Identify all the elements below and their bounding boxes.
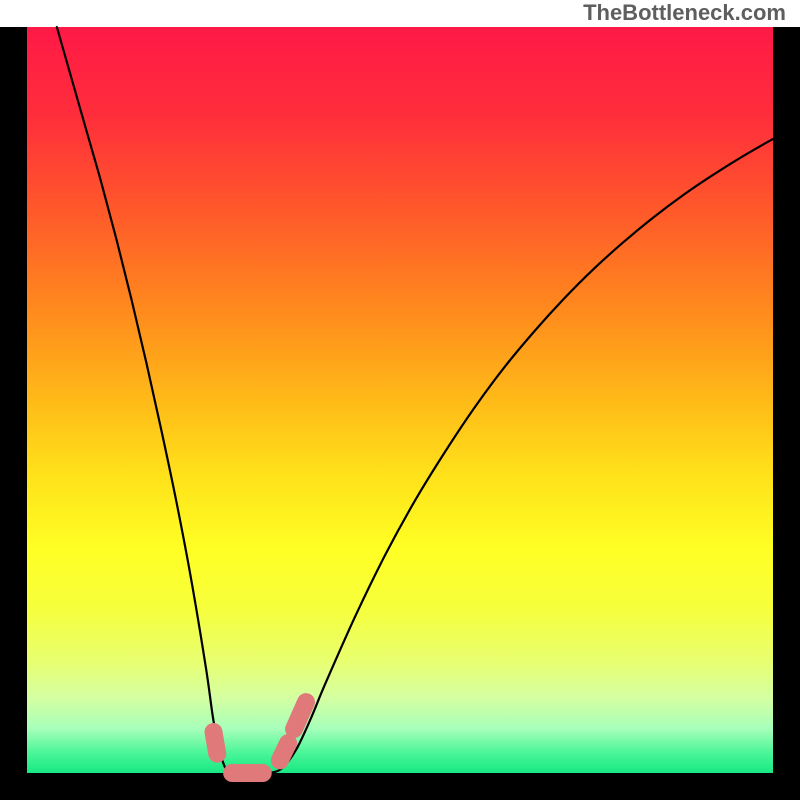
bottleneck-curve-chart — [0, 0, 800, 800]
gradient-background — [27, 27, 773, 773]
chart-canvas: TheBottleneck.com — [0, 0, 800, 800]
watermark-text: TheBottleneck.com — [583, 0, 786, 26]
highlight-capsule — [294, 702, 306, 729]
highlight-capsule — [280, 743, 288, 760]
highlight-capsule — [214, 732, 218, 754]
